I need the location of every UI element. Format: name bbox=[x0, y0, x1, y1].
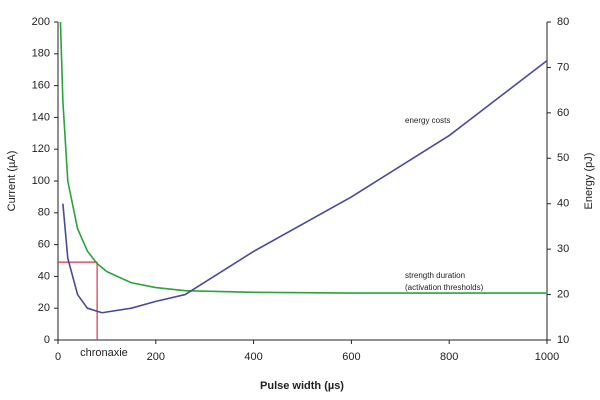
y-tick-label: 100 bbox=[32, 175, 50, 187]
y2-tick-label: 20 bbox=[557, 288, 569, 300]
x-axis-label: Pulse width (µs) bbox=[260, 380, 344, 392]
y2-tick-label: 70 bbox=[557, 61, 569, 73]
x-tick-label: 200 bbox=[147, 351, 165, 363]
series-line bbox=[59, 21, 547, 294]
x-tick-label: 800 bbox=[440, 351, 458, 363]
y-tick-label: 20 bbox=[38, 302, 50, 314]
x-tick-label: 400 bbox=[244, 351, 262, 363]
y2-tick-label: 10 bbox=[557, 334, 569, 346]
y-tick-label: 40 bbox=[38, 270, 50, 282]
annotation: energy costs bbox=[405, 116, 450, 125]
y2-tick-label: 60 bbox=[557, 107, 569, 119]
y2-axis-label: Energy (pJ) bbox=[583, 153, 595, 210]
y-tick-label: 80 bbox=[38, 207, 50, 219]
annotation: (activation thresholds) bbox=[405, 283, 484, 292]
y-tick-label: 120 bbox=[32, 143, 50, 155]
series-line bbox=[62, 59, 548, 314]
chronaxie-label: chronaxie bbox=[80, 347, 128, 359]
x-tick-label: 0 bbox=[55, 351, 61, 363]
annotation: strength duration bbox=[405, 271, 465, 280]
x-tick-label: 600 bbox=[342, 351, 360, 363]
y2-tick-label: 30 bbox=[557, 243, 569, 255]
y2-tick-label: 40 bbox=[557, 198, 569, 210]
y-tick-label: 60 bbox=[38, 239, 50, 251]
y-tick-label: 140 bbox=[32, 111, 50, 123]
y-tick-label: 180 bbox=[32, 48, 50, 60]
y2-tick-label: 50 bbox=[557, 152, 569, 164]
y-axis-label: Current (µA) bbox=[6, 151, 18, 212]
x-tick-label: 1000 bbox=[535, 351, 559, 363]
y2-tick-label: 80 bbox=[557, 16, 569, 28]
y-tick-label: 160 bbox=[32, 80, 50, 92]
y-tick-label: 0 bbox=[44, 334, 50, 346]
y-tick-label: 200 bbox=[32, 16, 50, 28]
